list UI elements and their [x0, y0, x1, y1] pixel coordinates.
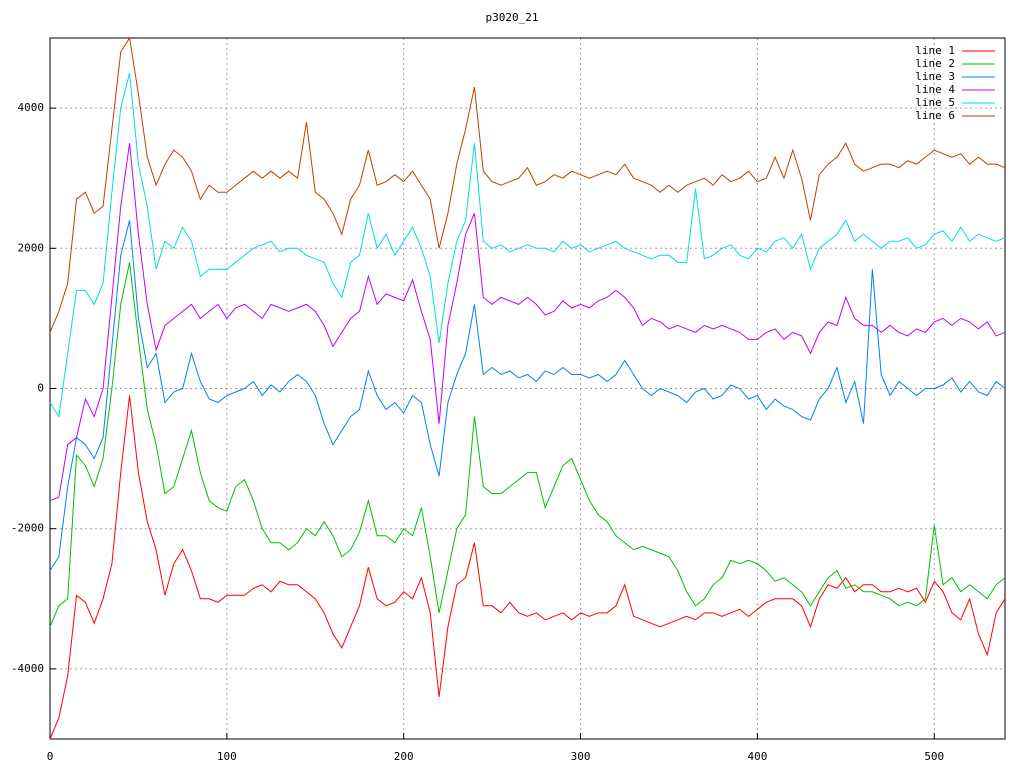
x-tick-label: 400 — [747, 750, 767, 763]
data-line — [49, 143, 1006, 502]
x-tick-label: 100 — [217, 750, 237, 763]
legend-label: line 5 — [915, 96, 955, 109]
data-line — [49, 36, 1006, 333]
chart-title: p3020_21 — [486, 11, 539, 24]
y-tick-label: -2000 — [11, 522, 44, 535]
x-tick-label: 500 — [924, 750, 944, 763]
y-tick-label: 0 — [37, 382, 44, 395]
y-tick-label: 4000 — [18, 101, 45, 114]
data-line — [49, 262, 1006, 628]
legend-label: line 1 — [915, 44, 955, 57]
legend-label: line 2 — [915, 57, 955, 70]
data-line — [49, 395, 1006, 740]
data-line — [49, 220, 1006, 572]
legend-label: line 4 — [915, 83, 955, 96]
x-tick-label: 300 — [571, 750, 591, 763]
x-tick-label: 200 — [394, 750, 414, 763]
y-tick-label: 2000 — [18, 241, 45, 254]
data-line — [49, 72, 1006, 418]
x-tick-label: 0 — [47, 750, 54, 763]
legend-label: line 6 — [915, 109, 955, 122]
y-tick-label: -4000 — [11, 662, 44, 675]
legend-label: line 3 — [915, 70, 955, 83]
